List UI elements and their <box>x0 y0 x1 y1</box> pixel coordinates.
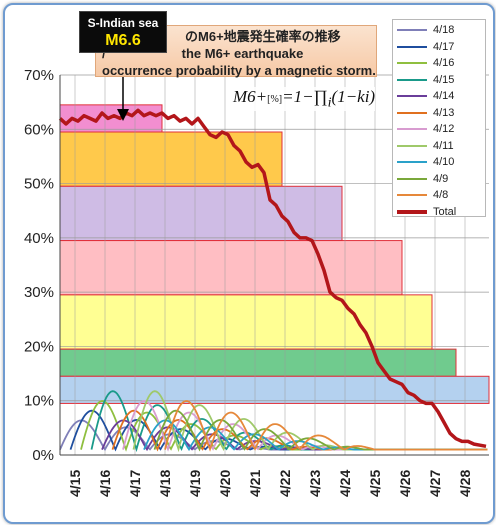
legend-swatch <box>397 194 427 197</box>
probability-band <box>59 240 403 296</box>
probability-band <box>59 348 457 377</box>
legend-swatch <box>397 45 427 48</box>
legend-item: 4/9 <box>397 171 481 188</box>
legend-swatch <box>397 62 427 65</box>
legend-swatch <box>397 78 427 81</box>
probability-formula: M6+[%]=1−∏i(1−ki) <box>233 87 376 112</box>
legend-label: 4/8 <box>433 189 449 202</box>
x-tick-label: 4/18 <box>157 470 173 497</box>
formula-sub: i <box>327 94 332 111</box>
x-tick-label: 4/20 <box>217 470 233 497</box>
x-tick-label: 4/24 <box>337 470 353 497</box>
x-tick-label: 4/28 <box>457 470 473 497</box>
title-line1-rest: のM6+地震発生確率の推移 <box>185 29 341 44</box>
probability-band <box>59 375 490 404</box>
legend-item: 4/11 <box>397 138 481 155</box>
event-callout: S-Indian sea M6.6 <box>79 11 167 53</box>
probability-band <box>59 131 283 187</box>
x-tick-label: 4/19 <box>187 470 203 497</box>
x-tick-label: 4/25 <box>367 470 383 497</box>
legend-swatch <box>397 95 427 98</box>
legend-item: 4/10 <box>397 154 481 171</box>
callout-region: S-Indian sea <box>87 16 159 30</box>
legend-swatch <box>397 29 427 32</box>
total-series <box>58 108 487 449</box>
callout-arrow-head <box>117 109 129 121</box>
y-tick-label: 20% <box>24 338 54 355</box>
series-4-8-line <box>164 400 488 452</box>
formula-rhs: =1−∏ <box>282 87 328 106</box>
legend-item: 4/15 <box>397 72 481 89</box>
chart-title-box: 磁のM6+地震発生確率の推移 /the M6+ earthquake occur… <box>95 25 377 78</box>
y-tick-label: 10% <box>24 393 54 410</box>
title-line2-rest: the M6+ earthquake <box>181 46 304 61</box>
x-tick-label: 4/22 <box>277 470 293 497</box>
legend-label: 4/18 <box>433 24 455 37</box>
probability-band <box>59 185 343 242</box>
legend-item: 4/14 <box>397 88 481 105</box>
total-line <box>58 108 487 449</box>
legend-label: 4/10 <box>433 156 455 169</box>
formula-unit: [%] <box>267 94 283 105</box>
title-line3: occurrence probability by a magnetic sto… <box>102 63 376 78</box>
legend-label: 4/14 <box>433 90 455 103</box>
legend-swatch <box>397 177 427 180</box>
x-tick-label: 4/27 <box>427 470 443 497</box>
y-tick-label: 50% <box>24 176 54 193</box>
y-tick-label: 40% <box>24 230 54 247</box>
y-tick-label: 70% <box>24 67 54 84</box>
legend-label: 4/9 <box>433 172 449 185</box>
legend-swatch <box>397 161 427 164</box>
x-tick-label: 4/16 <box>97 470 113 497</box>
legend-item: 4/8 <box>397 187 481 204</box>
daily-series <box>59 390 488 453</box>
y-tick-label: 60% <box>24 121 54 138</box>
legend-swatch <box>397 128 427 131</box>
legend-label: Total <box>433 205 457 218</box>
legend-swatch <box>397 209 427 214</box>
chart-legend: 4/18 4/17 4/16 4/15 4/14 4/13 4/12 4/11 4/10 4/9 4… <box>392 19 486 218</box>
legend-item: 4/16 <box>397 55 481 72</box>
legend-swatch <box>397 144 427 147</box>
y-tick-label: 30% <box>24 284 54 301</box>
y-tick-label: 0% <box>32 447 54 464</box>
axes: 0% 10% 20% 30% 40% 50% 60% 70% 4/15 4/16 4/17 4/18 4… <box>24 67 489 497</box>
callout-magnitude: M6.6 <box>105 32 141 49</box>
chart-plot: 0% 10% 20% 30% 40% 50% 60% 70% 4/15 4/16 4/17 4/18 4… <box>24 53 490 497</box>
x-tick-label: 4/23 <box>307 470 323 497</box>
legend-item: 4/12 <box>397 121 481 138</box>
formula-lhs: M6+ <box>233 87 268 106</box>
legend-label: 4/12 <box>433 123 455 136</box>
legend-label: 4/16 <box>433 57 455 70</box>
legend-label: 4/15 <box>433 73 455 86</box>
x-tick-label: 4/21 <box>247 470 263 497</box>
legend-item: 4/18 <box>397 22 481 39</box>
x-tick-label: 4/17 <box>127 470 143 497</box>
legend-label: 4/17 <box>433 40 455 53</box>
probability-band <box>59 294 433 350</box>
legend-label: 4/13 <box>433 106 455 119</box>
legend-label: 4/11 <box>433 139 454 152</box>
x-tick-label: 4/15 <box>67 470 83 497</box>
legend-item: 4/17 <box>397 39 481 56</box>
legend-item: Total <box>397 204 481 221</box>
legend-item: 4/13 <box>397 105 481 122</box>
chart-frame: 0% 10% 20% 30% 40% 50% 60% 70% 4/15 4/16 4/17 4/18 4… <box>3 3 495 524</box>
x-tick-label: 4/26 <box>397 470 413 497</box>
title-line2-prefix: / <box>102 46 106 61</box>
legend-swatch <box>397 111 427 114</box>
formula-factor: (1−ki) <box>331 87 376 106</box>
